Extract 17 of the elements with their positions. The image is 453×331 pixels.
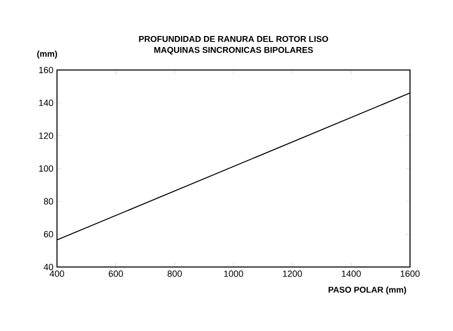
x-tick-label: 1000 — [224, 270, 244, 277]
x-tick-label: 600 — [108, 270, 123, 277]
chart-title: PROFUNDIDAD DE RANURA DEL ROTOR LISO MAQUINAS SINCRONICAS BIPOLARES — [139, 36, 328, 55]
x-tick-label: 400 — [50, 270, 64, 277]
x-tick-label: 800 — [168, 270, 182, 277]
y-tick-label: 140 — [39, 100, 54, 106]
y-tick-label: 100 — [39, 165, 54, 172]
y-axis-title: (mm) — [37, 50, 58, 58]
y-tick-label: 120 — [39, 132, 54, 139]
y-tick-label: 160 — [39, 66, 54, 74]
x-tick-label: 1600 — [400, 270, 420, 277]
x-axis-title: PASO POLAR (mm) — [328, 286, 406, 294]
y-tick-label: 80 — [44, 198, 54, 205]
y-tick-label: 40 — [44, 264, 54, 270]
y-tick-label: 60 — [44, 230, 54, 238]
x-tick-label: 1400 — [342, 270, 361, 277]
x-tick-label: 1200 — [283, 270, 302, 277]
